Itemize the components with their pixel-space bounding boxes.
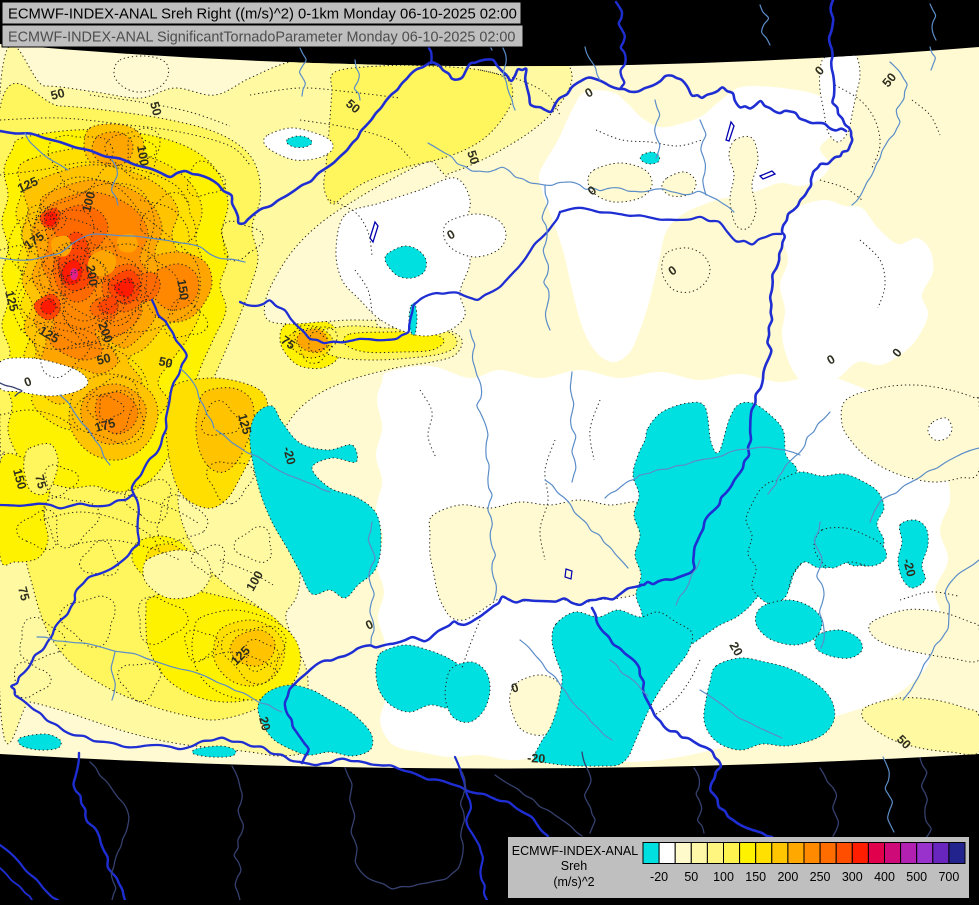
svg-text:75: 75 xyxy=(32,473,49,490)
svg-text:0: 0 xyxy=(22,374,33,390)
svg-text:300: 300 xyxy=(842,870,863,884)
svg-text:Sreh: Sreh xyxy=(561,859,587,873)
svg-text:400: 400 xyxy=(874,870,895,884)
svg-text:175: 175 xyxy=(93,416,117,435)
svg-text:100: 100 xyxy=(713,870,734,884)
svg-text:200: 200 xyxy=(777,870,798,884)
svg-text:-20: -20 xyxy=(900,557,918,578)
svg-text:-20: -20 xyxy=(650,870,668,884)
svg-text:200: 200 xyxy=(83,264,100,287)
svg-text:150: 150 xyxy=(745,870,766,884)
svg-text:(m/s)^2: (m/s)^2 xyxy=(553,875,594,889)
svg-text:50: 50 xyxy=(464,149,482,167)
svg-text:200: 200 xyxy=(95,320,115,344)
svg-text:50: 50 xyxy=(95,351,112,368)
svg-text:150: 150 xyxy=(10,467,29,491)
svg-text:20: 20 xyxy=(726,640,745,659)
svg-text:50: 50 xyxy=(147,100,164,117)
svg-text:700: 700 xyxy=(938,870,959,884)
svg-text:ECMWF-INDEX-ANAL: ECMWF-INDEX-ANAL xyxy=(512,844,638,858)
svg-text:100: 100 xyxy=(79,190,98,214)
svg-text:50: 50 xyxy=(49,86,66,103)
svg-text:75: 75 xyxy=(278,333,297,352)
svg-text:50: 50 xyxy=(684,870,698,884)
svg-text:ECMWF-INDEX-ANAL Sreh Right ((: ECMWF-INDEX-ANAL Sreh Right ((m/s)^2) 0-… xyxy=(8,7,517,23)
svg-text:ECMWF-INDEX-ANAL SignificantTo: ECMWF-INDEX-ANAL SignificantTornadoParam… xyxy=(8,30,515,46)
svg-text:125: 125 xyxy=(235,412,254,436)
svg-text:-20: -20 xyxy=(280,445,298,466)
svg-text:20: 20 xyxy=(256,715,273,732)
svg-text:250: 250 xyxy=(810,870,831,884)
svg-text:125: 125 xyxy=(2,289,21,313)
svg-text:100: 100 xyxy=(134,144,151,167)
svg-text:0: 0 xyxy=(509,680,520,696)
svg-text:75: 75 xyxy=(15,585,32,602)
svg-text:150: 150 xyxy=(174,278,191,301)
svg-text:-20: -20 xyxy=(527,751,546,766)
svg-text:50: 50 xyxy=(157,354,174,371)
svg-text:500: 500 xyxy=(906,870,927,884)
